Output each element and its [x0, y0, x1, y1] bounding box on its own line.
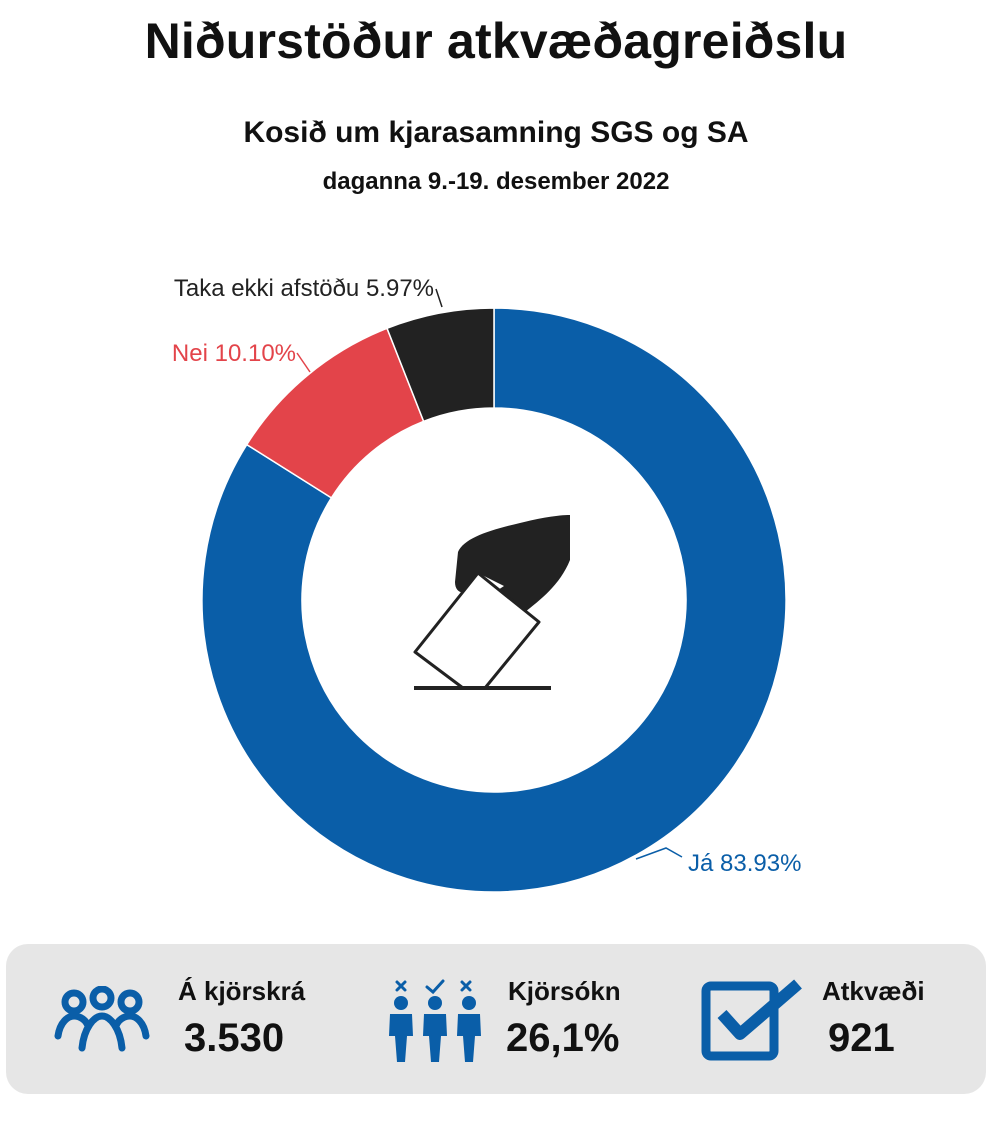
slice-label: Já 83.93%	[688, 850, 801, 877]
stat-votes: Atkvæði 921	[666, 944, 986, 1094]
slice-label: Taka ekki afstöðu 5.97%	[174, 275, 434, 302]
stat-label: Kjörsókn	[508, 976, 621, 1006]
stats-panel: Á kjörskrá 3.530 Kjörsókn 26,1%	[6, 944, 986, 1094]
stat-value: 3.530	[184, 1016, 285, 1060]
stat-value: 26,1%	[506, 1016, 620, 1060]
label-leader-line	[296, 352, 311, 373]
people-group-icon	[54, 986, 150, 1052]
stat-value: 921	[828, 1016, 895, 1060]
checkbox-checked-icon	[701, 979, 802, 1061]
label-leader-line	[635, 847, 683, 860]
donut-slice-taka-ekki-afstöðu	[386, 307, 495, 423]
donut-chart: Já 83.93% Nei 10.10% Taka ekki afstöðu 5.9…	[172, 275, 801, 893]
stat-turnout: Kjörsókn 26,1%	[336, 944, 666, 1094]
voters-turnout-icon	[389, 979, 481, 1062]
label-leader-line	[435, 288, 443, 308]
page-title: Niðurstöður atkvæðagreiðslu	[144, 13, 848, 69]
page-subtitle: Kosið um kjarasamning SGS og SA	[243, 116, 749, 149]
slice-label: Nei 10.10%	[172, 340, 296, 367]
donut-slice-já	[201, 307, 787, 893]
stat-label: Á kjörskrá	[178, 976, 306, 1006]
stat-label: Atkvæði	[822, 976, 925, 1006]
date-range: daganna 9.-19. desember 2022	[322, 168, 670, 195]
ballot-box-vote-icon	[413, 515, 570, 690]
stat-registered: Á kjörskrá 3.530	[6, 944, 336, 1094]
